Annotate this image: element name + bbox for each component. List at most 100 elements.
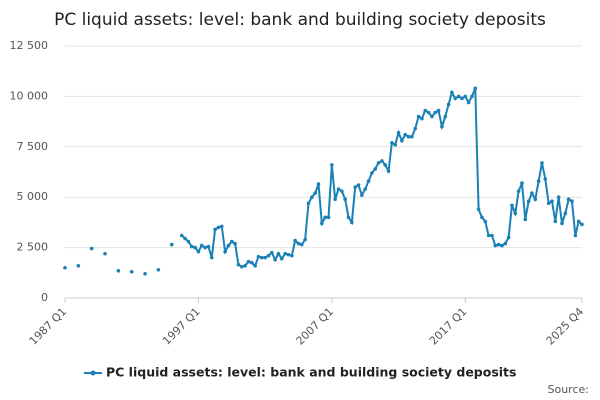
- data-point: [263, 255, 267, 260]
- data-point: [493, 243, 498, 248]
- data-point: [189, 244, 194, 249]
- data-point: [560, 221, 564, 226]
- data-point: [396, 130, 401, 135]
- data-point: [426, 110, 431, 115]
- data-point: [216, 225, 221, 230]
- data-point: [306, 201, 311, 206]
- y-tick-label: 7 500: [17, 140, 49, 153]
- data-point: [570, 199, 574, 204]
- data-point: [510, 203, 514, 208]
- data-point: [450, 90, 454, 95]
- data-point: [376, 161, 381, 165]
- x-tick-label: 2017 Q1: [427, 305, 470, 348]
- data-point: [436, 108, 441, 113]
- data-point: [503, 241, 508, 246]
- data-point: [443, 114, 448, 119]
- data-point: [199, 243, 204, 248]
- data-point: [239, 264, 244, 269]
- data-point: [76, 263, 81, 268]
- data-point: [179, 233, 184, 238]
- data-point: [430, 114, 434, 119]
- data-point: [383, 163, 388, 167]
- data-point: [366, 179, 371, 183]
- data-point: [186, 239, 191, 244]
- data-point: [316, 182, 321, 186]
- data-point: [103, 251, 107, 256]
- data-point: [446, 102, 451, 107]
- data-point: [470, 94, 474, 99]
- data-point: [463, 94, 468, 99]
- data-point: [536, 179, 541, 183]
- data-point: [340, 189, 344, 193]
- data-point: [156, 267, 161, 272]
- data-point: [393, 142, 398, 147]
- data-point: [236, 262, 241, 267]
- data-point: [386, 169, 391, 173]
- data-point: [326, 215, 331, 220]
- x-tick-label: 2007 Q1: [294, 305, 337, 348]
- data-point: [253, 263, 257, 268]
- data-point: [523, 217, 528, 222]
- y-tick-label: 2 500: [17, 241, 49, 254]
- chart-title: PC liquid assets: level: bank and buildi…: [54, 10, 546, 30]
- data-point: [213, 227, 217, 232]
- data-point: [209, 255, 214, 260]
- data-point: [246, 259, 251, 264]
- x-tick-label: 2025 Q4: [544, 305, 587, 348]
- data-point: [563, 211, 568, 216]
- data-point: [276, 251, 281, 256]
- data-point: [406, 134, 411, 139]
- data-point: [346, 215, 351, 220]
- legend-marker: [90, 370, 96, 376]
- data-point: [270, 250, 274, 255]
- data-point: [460, 96, 464, 101]
- data-point: [483, 219, 488, 224]
- data-point: [353, 185, 357, 189]
- y-tick-label: 0: [41, 291, 48, 304]
- data-point: [380, 159, 384, 163]
- data-point: [416, 114, 421, 119]
- data-point: [506, 235, 511, 240]
- data-point: [296, 241, 301, 246]
- data-point: [223, 249, 227, 254]
- data-point: [336, 187, 341, 191]
- data-point: [293, 238, 297, 243]
- data-point: [466, 100, 471, 105]
- data-point: [330, 163, 334, 167]
- data-point: [363, 187, 367, 191]
- data-point: [143, 272, 147, 276]
- data-point: [183, 236, 187, 241]
- data-point: [480, 215, 484, 220]
- x-tick-label: 1997 Q1: [160, 305, 203, 348]
- data-point: [423, 108, 428, 113]
- data-point: [169, 242, 174, 247]
- data-point: [283, 251, 287, 256]
- data-point: [356, 183, 361, 187]
- data-point: [526, 199, 531, 204]
- data-point: [116, 268, 121, 273]
- data-point: [420, 116, 424, 121]
- data-point: [303, 237, 307, 242]
- data-point: [206, 244, 211, 249]
- data-point: [226, 243, 231, 248]
- data-line: [181, 87, 583, 268]
- data-point: [320, 221, 324, 226]
- data-point: [566, 197, 571, 202]
- data-point: [546, 201, 551, 206]
- data-point: [129, 269, 134, 274]
- data-point: [576, 219, 581, 224]
- data-point: [550, 199, 554, 204]
- data-point: [540, 161, 544, 165]
- data-point: [516, 189, 521, 193]
- data-point: [400, 138, 404, 143]
- data-point: [556, 195, 561, 199]
- data-point: [333, 197, 337, 202]
- data-point: [500, 243, 504, 248]
- data-point: [193, 245, 197, 250]
- data-point: [413, 126, 418, 131]
- data-point: [290, 253, 294, 258]
- data-point: [286, 252, 291, 257]
- data-point: [433, 110, 438, 115]
- data-point: [343, 197, 347, 202]
